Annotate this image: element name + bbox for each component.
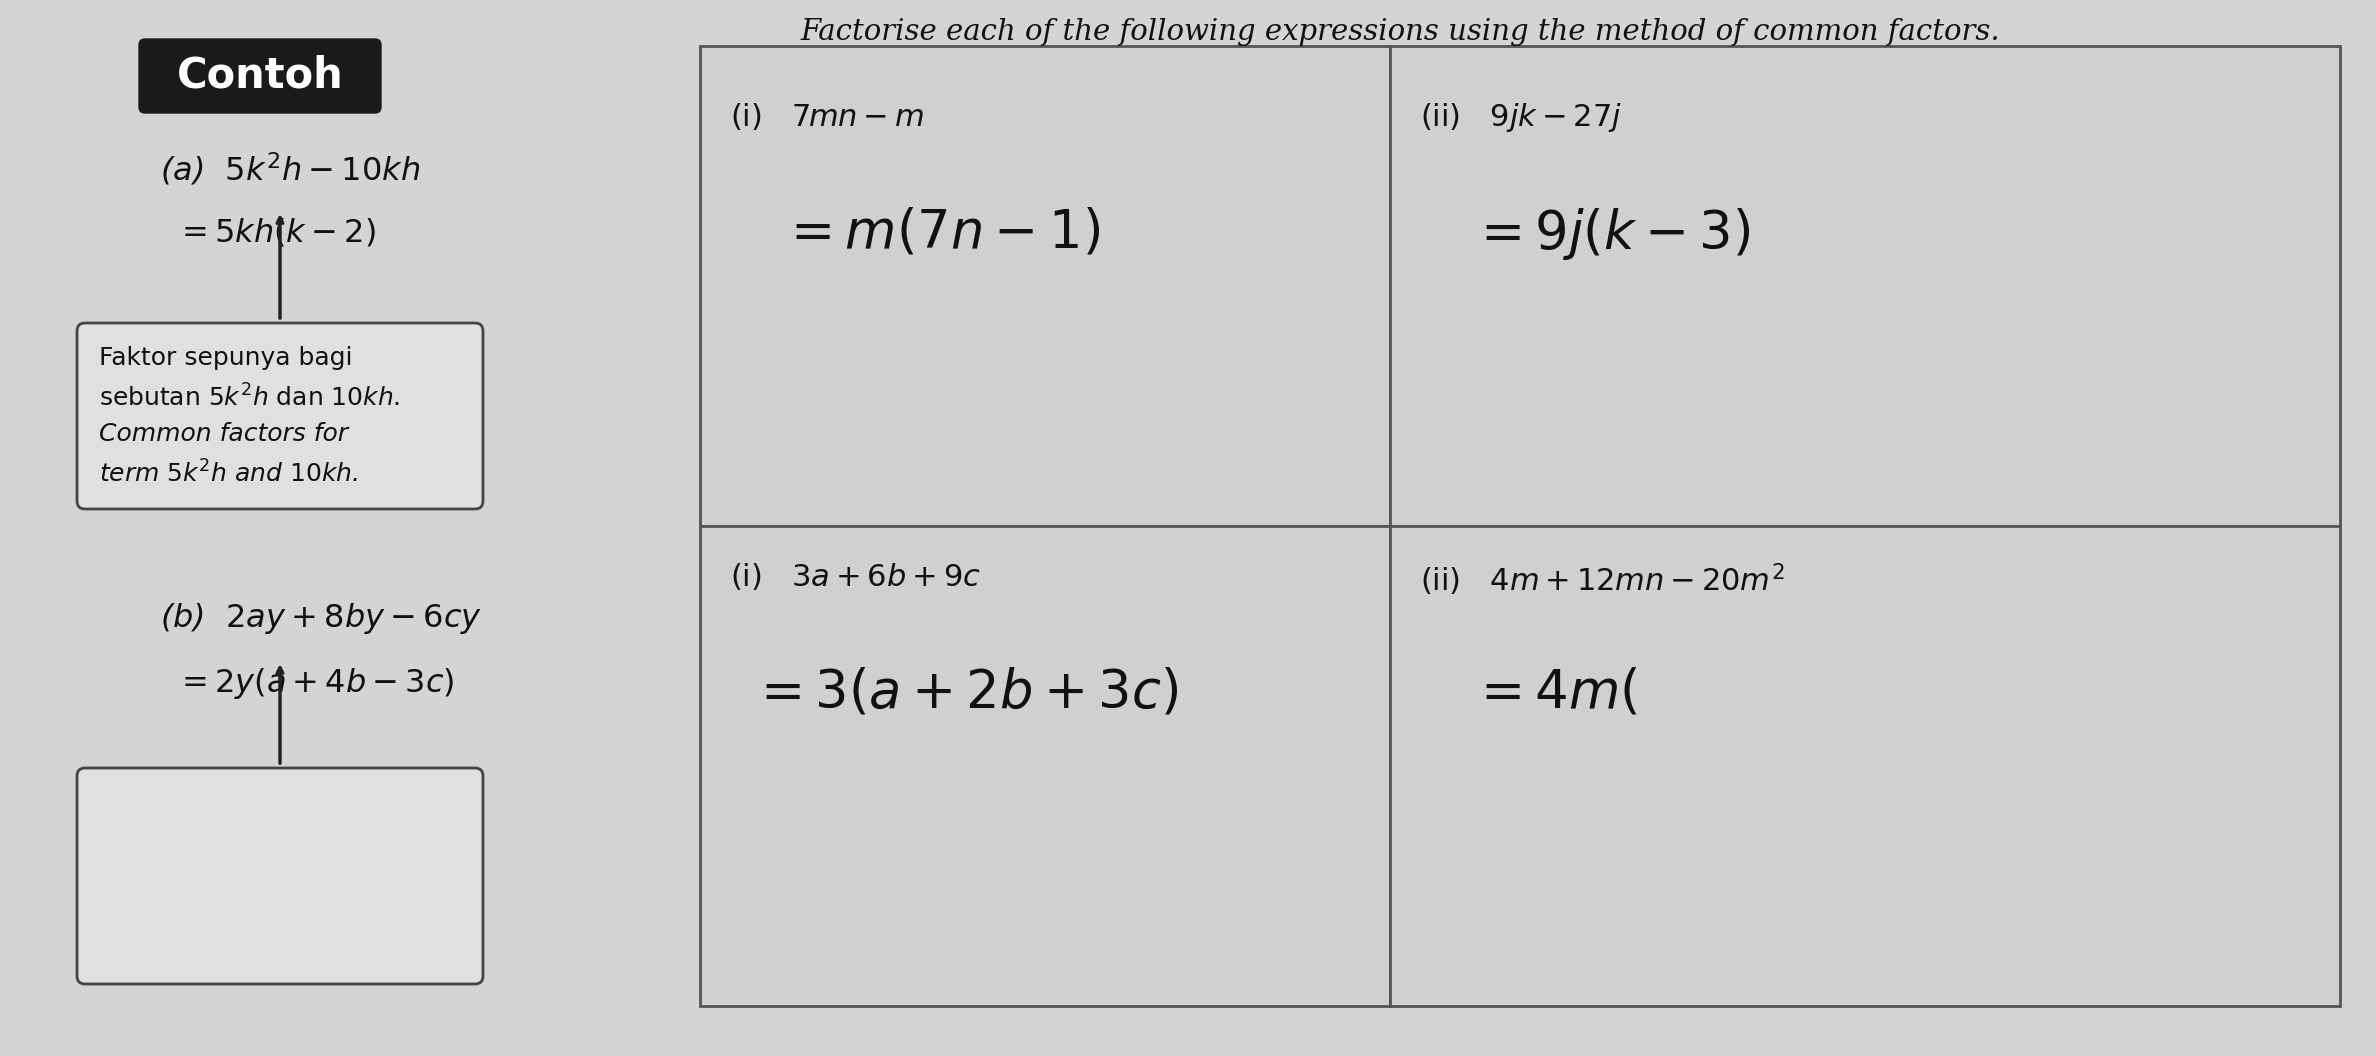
Text: Factorise each of the following expressions using the method of common factors.: Factorise each of the following expressi… (801, 18, 2001, 46)
Text: (ii)   $4m + 12mn - 20m^2$: (ii) $4m + 12mn - 20m^2$ (1421, 561, 1784, 598)
Text: $= 5kh(k - 2)$: $= 5kh(k - 2)$ (176, 216, 375, 248)
Text: term $5k^2h$ and $10kh$.: term $5k^2h$ and $10kh$. (100, 460, 359, 487)
Text: Contoh: Contoh (176, 55, 345, 97)
FancyBboxPatch shape (140, 39, 380, 113)
Text: sebutan $5k^2h$ dan $10kh$.: sebutan $5k^2h$ dan $10kh$. (100, 384, 399, 411)
Text: (a)  $5k^2h - 10kh$: (a) $5k^2h - 10kh$ (159, 151, 421, 188)
Bar (1390, 46, 2340, 526)
Text: $= 3(a + 2b + 3c)$: $= 3(a + 2b + 3c)$ (751, 666, 1178, 718)
Text: $= m(7n-1)$: $= m(7n-1)$ (779, 206, 1100, 258)
Text: $= 2y(a + 4b - 3c)$: $= 2y(a + 4b - 3c)$ (176, 666, 454, 701)
Bar (701, 46, 1390, 526)
Bar (1390, 526, 2340, 1006)
Text: $= 9j(k-3)$: $= 9j(k-3)$ (1471, 206, 1751, 262)
Text: (i)   $7mn - m$: (i) $7mn - m$ (729, 101, 924, 132)
Text: (i)   $3a + 6b + 9c$: (i) $3a + 6b + 9c$ (729, 561, 981, 592)
Text: $= 4m($: $= 4m($ (1471, 666, 1637, 718)
Text: Common factors for: Common factors for (100, 422, 347, 446)
FancyBboxPatch shape (76, 323, 482, 509)
Text: (ii)   $9jk - 27j$: (ii) $9jk - 27j$ (1421, 101, 1623, 134)
Text: Faktor sepunya bagi: Faktor sepunya bagi (100, 346, 352, 370)
Bar (701, 526, 1390, 1006)
Text: (b)  $2ay + 8by - 6cy$: (b) $2ay + 8by - 6cy$ (159, 601, 482, 636)
FancyBboxPatch shape (76, 768, 482, 984)
